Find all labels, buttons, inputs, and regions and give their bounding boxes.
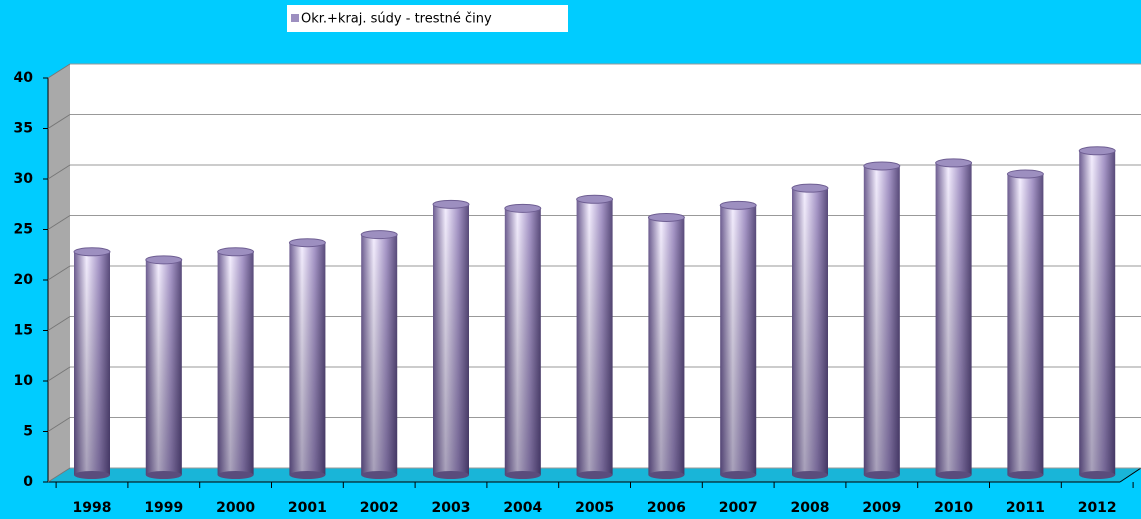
bar-base xyxy=(145,471,182,479)
x-tick-label: 2009 xyxy=(862,500,901,516)
bar-shade xyxy=(145,259,182,475)
bar-shade xyxy=(504,208,541,476)
bar-top xyxy=(217,247,255,257)
x-tick-label: 1998 xyxy=(73,500,112,516)
grid-line xyxy=(47,164,71,180)
bar-shade xyxy=(720,205,757,475)
x-tick-label: 2001 xyxy=(288,500,327,516)
grid-line xyxy=(47,316,71,331)
grid-line xyxy=(47,114,71,129)
x-tick-label: 2011 xyxy=(1006,500,1045,516)
grid-line xyxy=(47,215,71,230)
x-tick-label: 2012 xyxy=(1078,500,1117,516)
bar-base xyxy=(1079,471,1116,479)
bar-top xyxy=(73,247,111,257)
x-tick-label: 2002 xyxy=(360,500,399,516)
bar-base xyxy=(863,471,900,479)
y-tick-label: 30 xyxy=(14,171,34,187)
bar-shade xyxy=(289,242,326,475)
x-tick-label: 2000 xyxy=(216,500,255,516)
bar-base xyxy=(217,471,254,479)
bar-shade xyxy=(1079,150,1116,476)
bar-top xyxy=(863,161,901,171)
bar-top xyxy=(719,200,757,210)
bar-shade xyxy=(576,199,613,475)
x-tick-label: 2008 xyxy=(791,500,830,516)
y-tick-label: 20 xyxy=(14,272,34,288)
bar-shade xyxy=(1007,174,1044,475)
bar-top xyxy=(504,203,542,213)
bar-top xyxy=(432,199,470,209)
bar-top xyxy=(576,194,614,204)
bar-base xyxy=(792,471,828,479)
bar-base xyxy=(361,471,398,479)
bar-top xyxy=(1078,146,1116,156)
bar-base xyxy=(289,471,326,479)
grid-line xyxy=(47,366,71,382)
bar-shade xyxy=(217,251,254,475)
bar-shade xyxy=(935,162,972,475)
y-tick-label: 5 xyxy=(23,424,33,440)
bar-shade xyxy=(74,251,110,475)
x-tick-label: 2006 xyxy=(647,500,686,516)
bar-top xyxy=(145,255,183,265)
bar-top xyxy=(935,158,973,168)
bar-top xyxy=(360,230,398,240)
bar-shade xyxy=(433,204,469,475)
y-tick-label: 0 xyxy=(23,474,33,490)
y-tick-label: 10 xyxy=(14,373,34,389)
bar-base xyxy=(504,471,541,479)
legend-label: Okr.+kraj. súdy - trestné činy xyxy=(301,12,492,27)
bar-base xyxy=(720,471,757,479)
x-tick-label: 2005 xyxy=(575,500,614,516)
bar-base xyxy=(433,471,469,479)
grid-line xyxy=(47,467,71,483)
legend-swatch xyxy=(291,14,299,22)
grid-line xyxy=(47,265,71,281)
x-axis-edge xyxy=(1119,467,1141,483)
legend xyxy=(287,5,568,32)
bar-base xyxy=(74,471,110,479)
y-tick-label: 40 xyxy=(14,70,34,86)
y-tick-label: 25 xyxy=(14,222,33,238)
x-tick-label: 2010 xyxy=(934,500,973,516)
bar-shade xyxy=(648,217,685,475)
x-tick-label: 2007 xyxy=(719,500,758,516)
bar-shade xyxy=(863,165,900,475)
bar-base xyxy=(648,471,685,479)
grid-line xyxy=(47,63,71,79)
bar-top xyxy=(288,238,326,248)
bar-shade xyxy=(361,234,398,475)
y-tick-label: 35 xyxy=(14,121,33,137)
bar-top xyxy=(1006,169,1044,179)
bar-shade xyxy=(792,188,828,475)
x-tick-label: 2004 xyxy=(503,500,542,516)
bar-top xyxy=(647,212,685,222)
x-tick-label: 1999 xyxy=(144,500,183,516)
bar-top xyxy=(791,183,829,193)
y-tick-label: 15 xyxy=(14,323,33,339)
grid-line xyxy=(47,417,71,432)
x-tick-label: 2003 xyxy=(432,500,471,516)
bar-base xyxy=(576,471,613,479)
bar-base xyxy=(935,471,972,479)
bar-base xyxy=(1007,471,1044,479)
